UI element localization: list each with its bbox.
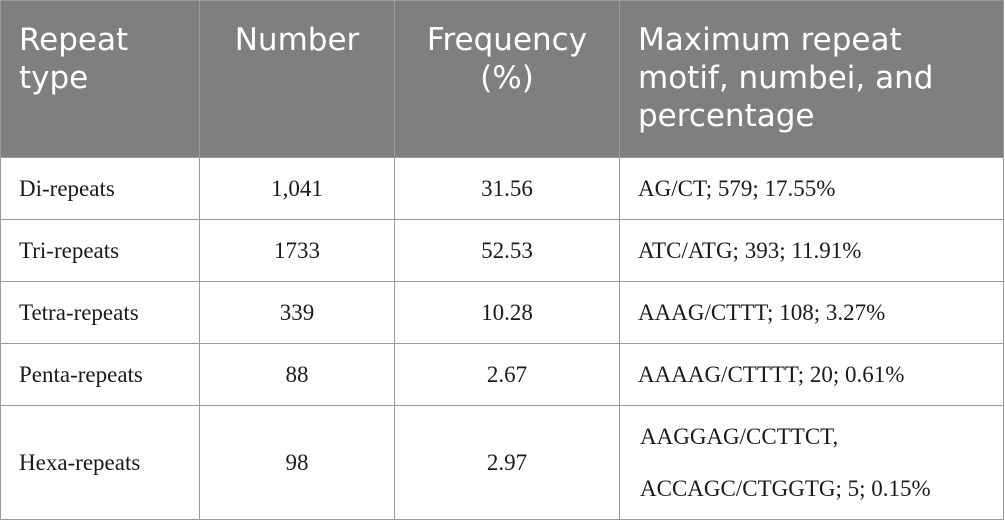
cell-motif: AAAG/CTTT; 108; 3.27% <box>619 281 1004 344</box>
cell-number: 98 <box>199 405 395 520</box>
cell-frequency: 52.53 <box>394 219 620 282</box>
header-repeat-type: Repeat type <box>0 0 200 158</box>
cell-motif: AAAAG/CTTTT; 20; 0.61% <box>619 343 1004 406</box>
cell-frequency: 31.56 <box>394 157 620 220</box>
cell-motif: AG/CT; 579; 17.55% <box>619 157 1004 220</box>
table-row: Di-repeats 1,041 31.56 AG/CT; 579; 17.55… <box>0 157 1004 220</box>
cell-repeat-type: Penta-repeats <box>0 343 200 406</box>
table-body: Di-repeats 1,041 31.56 AG/CT; 579; 17.55… <box>0 157 1004 520</box>
cell-repeat-type: Hexa-repeats <box>0 405 200 520</box>
table-row: Penta-repeats 88 2.67 AAAAG/CTTTT; 20; 0… <box>0 343 1004 406</box>
cell-repeat-type: Di-repeats <box>0 157 200 220</box>
cell-repeat-type: Tetra-repeats <box>0 281 200 344</box>
header-max-motif: Maximum repeat motif, numbei, and percen… <box>619 0 1004 158</box>
cell-number: 88 <box>199 343 395 406</box>
repeat-type-table: Repeat type Number Frequency (%) Maximum… <box>0 0 1004 520</box>
table-row: Hexa-repeats 98 2.97 AAGGAG/CCTTCT, ACCAG… <box>0 405 1004 520</box>
cell-motif: AAGGAG/CCTTCT, ACCAGC/CTGGTG; 5; 0.15% <box>619 405 1004 520</box>
header-number: Number <box>199 0 395 158</box>
cell-frequency: 2.97 <box>394 405 620 520</box>
cell-motif: ATC/ATG; 393; 11.91% <box>619 219 1004 282</box>
cell-frequency: 2.67 <box>394 343 620 406</box>
cell-number: 1733 <box>199 219 395 282</box>
header-row: Repeat type Number Frequency (%) Maximum… <box>0 0 1004 158</box>
table-row: Tri-repeats 1733 52.53 ATC/ATG; 393; 11.… <box>0 219 1004 282</box>
table-row: Tetra-repeats 339 10.28 AAAG/CTTT; 108; … <box>0 281 1004 344</box>
table-header: Repeat type Number Frequency (%) Maximum… <box>0 0 1004 158</box>
header-frequency: Frequency (%) <box>394 0 620 158</box>
cell-frequency: 10.28 <box>394 281 620 344</box>
cell-number: 1,041 <box>199 157 395 220</box>
motif-line: ACCAGC/CTGGTG; 5; 0.15% <box>640 475 931 501</box>
cell-repeat-type: Tri-repeats <box>0 219 200 282</box>
motif-line: AAGGAG/CCTTCT, <box>640 423 839 449</box>
cell-number: 339 <box>199 281 395 344</box>
